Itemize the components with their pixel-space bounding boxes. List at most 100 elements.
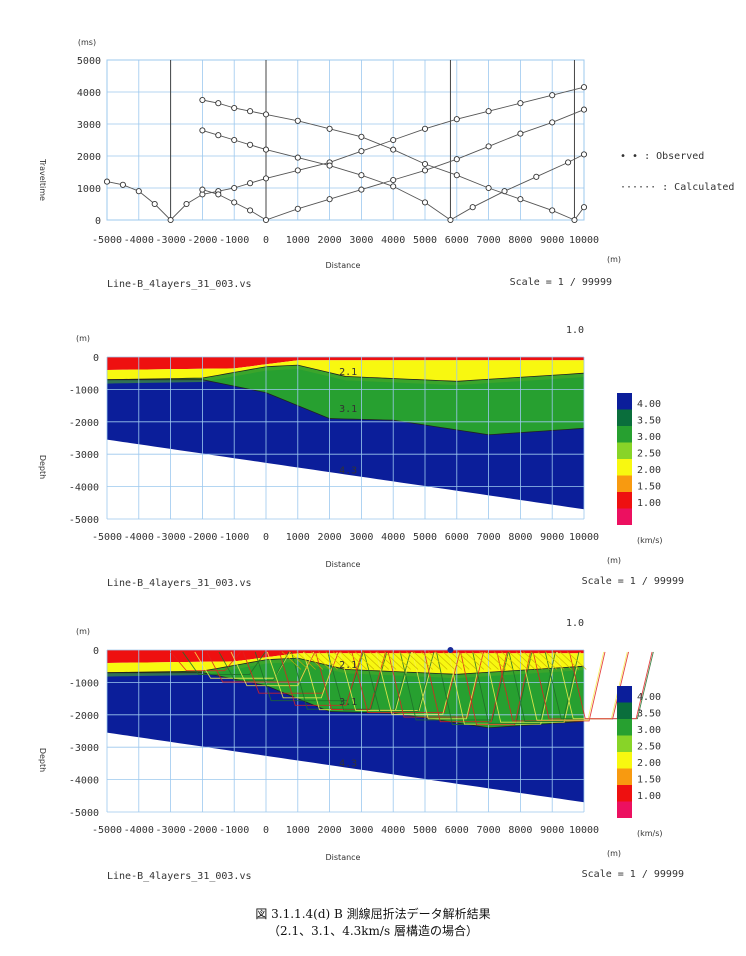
observed-point xyxy=(151,200,158,208)
legend-value: 2.50 xyxy=(637,742,661,753)
scale-label: Scale = 1 / 99999 xyxy=(582,869,684,880)
scale-label: Scale = 1 / 99999 xyxy=(510,277,612,288)
observed-point xyxy=(262,216,270,224)
velocity-layer xyxy=(107,672,584,803)
legend-unit: (km/s) xyxy=(637,829,663,838)
observed-point xyxy=(215,132,222,139)
x-tick-label: -3000 xyxy=(156,235,186,246)
observed-point xyxy=(517,196,524,203)
observed-point xyxy=(447,216,454,224)
x-tick-label: 4000 xyxy=(381,825,405,836)
observed-point xyxy=(453,172,460,179)
ray-path xyxy=(423,651,508,723)
legend-swatch xyxy=(617,508,632,525)
x-tick-label: -4000 xyxy=(124,825,154,836)
legend-swatch xyxy=(617,719,632,736)
ray-path xyxy=(303,651,324,670)
x-tick-label: 2000 xyxy=(318,235,342,246)
x-tick-label: 3000 xyxy=(349,825,373,836)
observed-point xyxy=(390,136,397,144)
ray-path xyxy=(435,651,455,670)
legend-value: 1.00 xyxy=(637,791,661,802)
observed-point xyxy=(580,106,588,113)
observed-point xyxy=(231,104,238,112)
observed-point xyxy=(247,141,254,148)
observed-point xyxy=(135,188,142,195)
y-tick-label: 0 xyxy=(93,353,99,364)
x-tick-label: 8000 xyxy=(508,532,532,543)
ray-path xyxy=(399,651,509,721)
y-tick-label: 3000 xyxy=(77,120,101,131)
ray-path xyxy=(278,651,363,706)
x-axis-label: Distance xyxy=(326,261,361,270)
ray-path xyxy=(442,651,463,670)
legend-swatch xyxy=(617,393,632,410)
velocity-legend: 4.00 3.50 3.00 2.50 2.00 1.50 1.00 (km/s) xyxy=(617,393,663,545)
corner-label: 1.0 xyxy=(566,325,584,336)
layer-boundary xyxy=(107,379,585,436)
ray-path xyxy=(508,651,580,722)
ray-path xyxy=(318,651,338,670)
x-tick-label: -1000 xyxy=(219,825,249,836)
ray-path xyxy=(486,651,507,670)
x-tick-label: 0 xyxy=(263,235,269,246)
legend-value: 3.00 xyxy=(637,432,661,443)
observed-point xyxy=(580,84,588,91)
ray-path xyxy=(363,651,435,712)
observed-point xyxy=(215,100,222,107)
y-tick-label: -1000 xyxy=(69,678,99,689)
layer-velocity-label: 3.1 xyxy=(339,404,357,415)
legend-value: 3.00 xyxy=(637,725,661,736)
ray-path xyxy=(391,651,411,670)
y-tick-label: 0 xyxy=(95,216,101,227)
observed-point xyxy=(485,143,492,150)
observed-point xyxy=(565,159,572,166)
ray-path xyxy=(449,651,470,670)
ray-path xyxy=(552,651,572,670)
ray-path xyxy=(327,651,411,711)
observed-point xyxy=(358,148,365,155)
ray-path xyxy=(493,651,514,670)
x-tick-label: -5000 xyxy=(92,532,122,543)
ray-coverage-panel: 2.13.14.30-1000-2000-3000-4000-5000-5000… xyxy=(38,618,684,882)
observed-point xyxy=(390,176,397,184)
observed-point xyxy=(421,125,429,132)
x-tick-label: 0 xyxy=(263,532,269,543)
layer-velocity-label: 2.1 xyxy=(339,660,357,671)
observed-point xyxy=(262,146,270,153)
ray-path xyxy=(523,651,543,670)
x-tick-label: 6000 xyxy=(445,235,469,246)
legend-value: 2.00 xyxy=(637,758,661,769)
observed-point xyxy=(262,111,270,118)
observed-point xyxy=(199,127,206,134)
ray-path xyxy=(471,651,492,670)
x-tick-label: 6000 xyxy=(445,825,469,836)
observed-point xyxy=(453,156,460,163)
y-unit-label: (m) xyxy=(76,627,90,636)
observed-point xyxy=(469,204,476,211)
observed-point xyxy=(231,199,238,206)
y-tick-label: -1000 xyxy=(69,385,99,396)
legend-value: 2.00 xyxy=(637,465,661,476)
layer-boundary xyxy=(106,364,585,382)
observed-point xyxy=(390,183,397,190)
legend-observed: • • : Observed xyxy=(620,151,704,162)
ray-path xyxy=(376,651,397,670)
ray-path xyxy=(354,651,375,670)
observed-point xyxy=(390,146,397,153)
velocity-layer xyxy=(107,360,584,382)
ray-path xyxy=(339,651,436,711)
observed-point xyxy=(358,186,365,193)
observed-point xyxy=(485,108,492,115)
y-unit-label: (ms) xyxy=(78,38,96,47)
ray-path xyxy=(508,651,528,670)
ray-path xyxy=(315,651,387,710)
y-tick-label: 1000 xyxy=(77,184,101,195)
ray-path xyxy=(411,651,483,720)
x-tick-label: 6000 xyxy=(445,532,469,543)
ray-path xyxy=(170,651,241,672)
ray-paths xyxy=(170,651,654,726)
observed-point xyxy=(517,130,524,137)
calculated-line xyxy=(202,129,585,221)
